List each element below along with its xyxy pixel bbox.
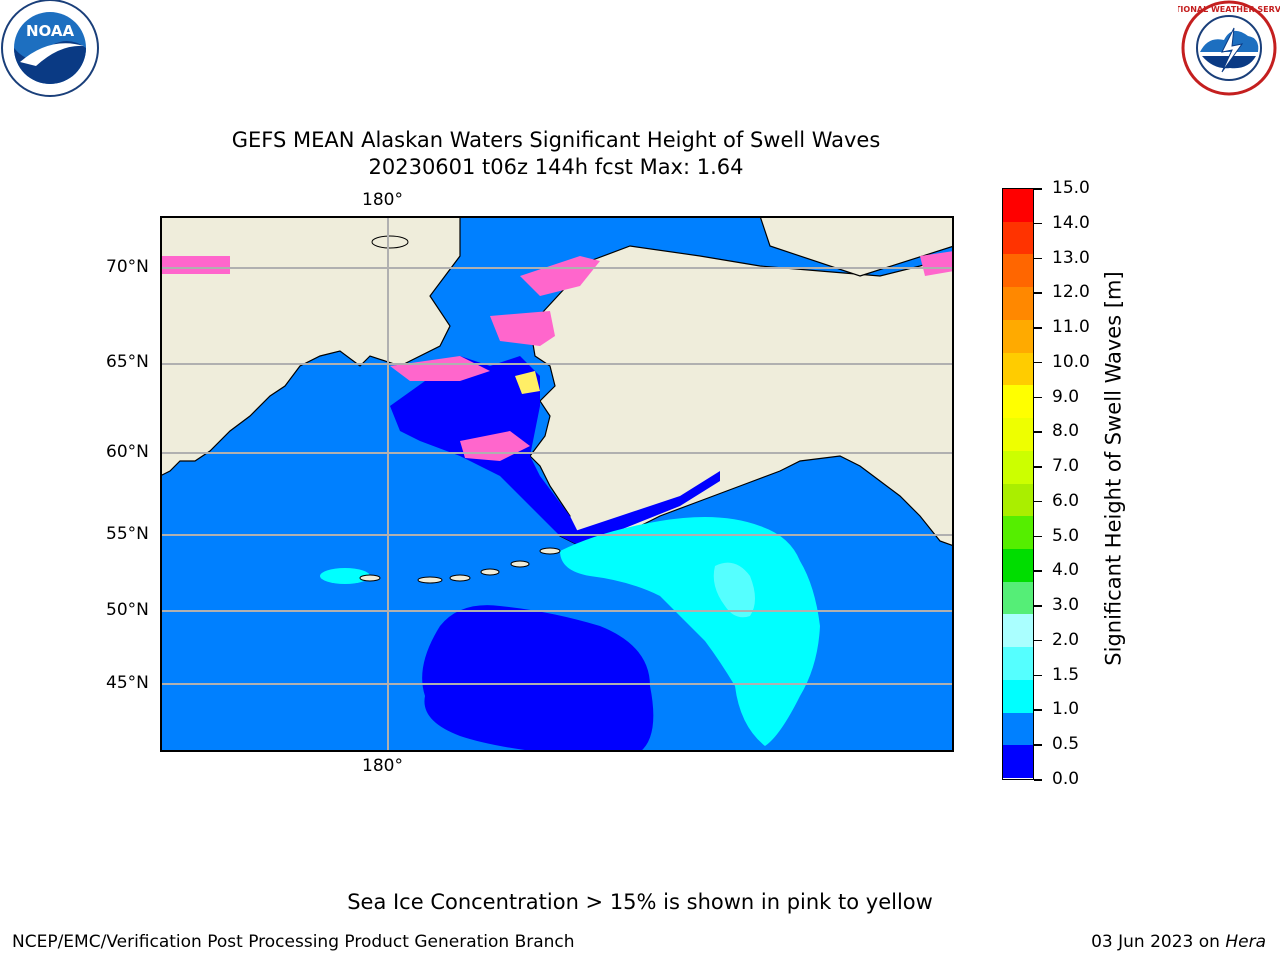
- footer-date-text: 03 Jun 2023 on: [1091, 932, 1226, 952]
- sea-ice-norton: [390, 356, 490, 381]
- lon-label-top: 180°: [362, 190, 403, 210]
- lat-label-70: 70°N: [106, 257, 149, 277]
- colorbar-tick-label: 6.0: [1052, 490, 1080, 511]
- sea-ice-arctic-west: [160, 256, 230, 274]
- colorbar-cell: [1003, 287, 1033, 321]
- footer-date: 03 Jun 2023 on Hera: [1091, 932, 1266, 952]
- colorbar-tick-mark: [1034, 744, 1042, 746]
- map-frame: [160, 216, 954, 752]
- colorbar-tick-mark: [1034, 779, 1042, 781]
- colorbar-cell: [1003, 548, 1033, 583]
- colorbar-cell: [1003, 189, 1033, 223]
- colorbar: [1002, 188, 1034, 780]
- colorbar-cell: [1003, 483, 1033, 517]
- colorbar-tick-mark: [1034, 674, 1042, 677]
- colorbar-cell: [1003, 254, 1033, 288]
- colorbar-tick-mark: [1034, 327, 1042, 329]
- colorbar-cell: [1003, 450, 1033, 484]
- colorbar-tick-label: 7.0: [1052, 456, 1080, 477]
- svg-text:NATIONAL WEATHER SERVICE: NATIONAL WEATHER SERVICE: [1178, 5, 1280, 14]
- lat-label-55: 55°N: [106, 524, 149, 544]
- lat-label-45: 45°N: [106, 673, 149, 693]
- pacific-low-wave-blob: [422, 605, 654, 752]
- colorbar-tick-mark: [1034, 500, 1042, 503]
- colorbar-tick-label: 5.0: [1052, 525, 1080, 546]
- colorbar-tick-label: 11.0: [1052, 317, 1090, 338]
- chart-title-line1: GEFS MEAN Alaskan Waters Significant Hei…: [231, 128, 881, 152]
- footer-org: NCEP/EMC/Verification Post Processing Pr…: [12, 932, 575, 952]
- map-svg: [159, 215, 955, 752]
- colorbar-tick-label: 0.0: [1052, 769, 1080, 789]
- colorbar-tick-mark: [1034, 709, 1042, 711]
- colorbar-tick-mark: [1034, 361, 1042, 364]
- aleutian-west-wave-patch: [320, 568, 370, 584]
- colorbar-tick-label: 4.0: [1052, 560, 1080, 581]
- colorbar-cell: [1003, 712, 1033, 746]
- sea-ice-chukchi: [520, 256, 600, 296]
- colorbar-tick-mark: [1034, 396, 1042, 399]
- colorbar-cell: [1003, 221, 1033, 255]
- colorbar-tick-label: 10.0: [1052, 351, 1090, 372]
- noaa-logo: NOAA: [0, 0, 104, 100]
- colorbar-cell: [1003, 319, 1033, 354]
- lon-label-bottom: 180°: [362, 756, 403, 776]
- colorbar-cell: [1003, 516, 1033, 550]
- colorbar-tick-mark: [1034, 466, 1042, 468]
- lat-label-50: 50°N: [106, 600, 149, 620]
- colorbar-cell: [1003, 647, 1033, 681]
- chart-title-line2: 20230601 t06z 144h fcst Max: 1.64: [368, 155, 744, 179]
- colorbar-cell: [1003, 385, 1033, 419]
- sea-ice-bering-north: [490, 311, 555, 346]
- colorbar-tick-label: 1.5: [1052, 664, 1080, 685]
- colorbar-tick-mark: [1034, 605, 1042, 607]
- colorbar-tick-mark: [1034, 639, 1042, 642]
- colorbar-tick-label: 12.0: [1052, 282, 1090, 303]
- colorbar-tick-mark: [1034, 222, 1042, 225]
- colorbar-cell: [1003, 352, 1033, 386]
- colorbar-tick-label: 15.0: [1052, 178, 1090, 198]
- colorbar-tick-label: 0.5: [1052, 734, 1080, 755]
- colorbar-cell: [1003, 614, 1033, 648]
- colorbar-tick-label: 2.0: [1052, 629, 1080, 650]
- svg-text:NOAA: NOAA: [26, 22, 75, 40]
- colorbar-tick-label: 1.0: [1052, 699, 1080, 720]
- colorbar-cell: [1003, 745, 1033, 779]
- sea-ice-note: Sea Ice Concentration > 15% is shown in …: [347, 890, 933, 914]
- colorbar-tick-mark: [1034, 257, 1042, 260]
- colorbar-cell: [1003, 418, 1033, 452]
- colorbar-tick-label: 3.0: [1052, 595, 1080, 616]
- sea-ice-yellow-highlight: [515, 371, 540, 394]
- nws-logo: NATIONAL WEATHER SERVICE: [1163, 0, 1280, 100]
- gulf-peak-wave-region: [713, 562, 755, 618]
- colorbar-tick-label: 8.0: [1052, 421, 1080, 442]
- map-panel: [159, 215, 955, 752]
- map-gridlines: [160, 216, 954, 752]
- wrangel-island: [371, 235, 409, 249]
- colorbar-tick-mark: [1034, 188, 1042, 190]
- colorbar-tick-mark: [1034, 570, 1042, 572]
- gulf-coastal-low-waves: [560, 471, 720, 546]
- footer-machine: Hera: [1225, 932, 1266, 952]
- aleutian-islands: [359, 547, 561, 584]
- lat-label-65: 65°N: [106, 352, 149, 372]
- colorbar-tick-label: 9.0: [1052, 386, 1080, 407]
- gulf-high-wave-region: [560, 517, 820, 746]
- colorbar-tick-mark: [1034, 535, 1042, 538]
- colorbar-tick-mark: [1034, 431, 1042, 433]
- colorbar-cell: [1003, 679, 1033, 714]
- colorbar-cell: [1003, 581, 1033, 615]
- colorbar-tick-label: 13.0: [1052, 247, 1090, 268]
- land-siberia: [159, 215, 461, 477]
- colorbar-tick-mark: [1034, 292, 1042, 294]
- colorbar-tick-label: 14.0: [1052, 212, 1090, 233]
- sea-ice-arctic-east: [920, 251, 954, 276]
- lat-label-60: 60°N: [106, 442, 149, 462]
